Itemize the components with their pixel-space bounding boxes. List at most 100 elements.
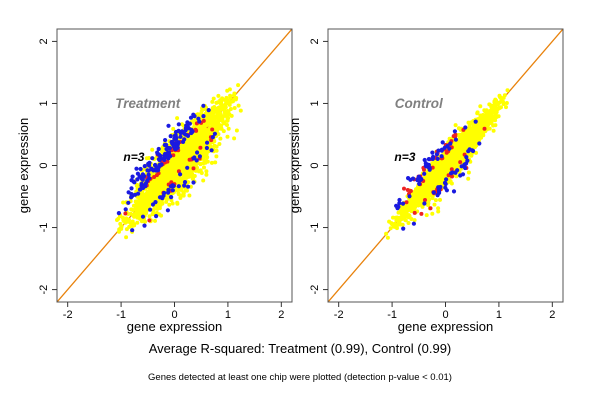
data-point — [454, 152, 459, 157]
data-point — [142, 223, 147, 228]
data-point — [477, 133, 482, 138]
data-point — [485, 123, 490, 128]
data-point — [165, 159, 170, 164]
data-point — [201, 178, 206, 183]
data-point — [443, 185, 448, 190]
data-point — [202, 127, 207, 132]
data-point — [490, 115, 495, 120]
data-point — [439, 148, 444, 153]
data-point — [130, 208, 135, 212]
data-point — [210, 135, 215, 140]
data-point — [131, 203, 136, 208]
data-point — [134, 211, 139, 216]
data-point — [405, 188, 410, 192]
series-outlier-blue — [116, 103, 217, 233]
data-point — [198, 134, 203, 139]
data-point — [134, 166, 139, 171]
data-point — [163, 138, 168, 143]
data-point — [195, 150, 200, 155]
data-point — [182, 174, 187, 179]
data-point — [412, 189, 417, 194]
data-point — [203, 151, 208, 156]
data-point — [147, 185, 152, 190]
data-point — [458, 160, 463, 165]
data-point — [143, 184, 148, 189]
data-point — [423, 198, 427, 202]
data-point — [169, 198, 174, 203]
data-point — [202, 165, 206, 170]
data-point — [407, 213, 411, 218]
data-point — [213, 160, 218, 165]
data-point — [166, 123, 171, 128]
data-point — [219, 101, 224, 106]
data-point — [435, 156, 440, 161]
y-tick-label: -1 — [38, 223, 50, 233]
data-point — [473, 133, 478, 138]
data-point — [189, 130, 194, 135]
data-point — [471, 137, 476, 142]
data-point — [443, 171, 448, 176]
data-point — [206, 108, 211, 113]
data-point — [431, 181, 436, 186]
y-tick-label: 0 — [309, 162, 321, 168]
data-point — [477, 141, 482, 146]
data-point — [489, 104, 494, 109]
data-point — [462, 162, 467, 167]
data-point — [157, 202, 162, 207]
data-point — [167, 169, 172, 174]
data-point — [159, 185, 164, 190]
data-point — [144, 201, 148, 206]
data-point — [218, 117, 223, 122]
data-point — [129, 186, 134, 191]
data-point — [206, 130, 210, 135]
data-point — [130, 174, 135, 179]
data-point — [140, 190, 144, 195]
data-point — [164, 142, 169, 147]
data-point — [412, 210, 417, 215]
data-point — [387, 219, 392, 224]
data-point — [149, 171, 154, 176]
data-point — [161, 168, 166, 173]
data-point — [171, 183, 176, 189]
data-point — [135, 177, 140, 182]
data-point — [442, 164, 447, 169]
data-point — [144, 211, 149, 216]
data-point — [398, 210, 403, 215]
data-point — [159, 149, 164, 154]
data-point — [391, 215, 395, 220]
data-point — [467, 125, 472, 129]
y-tick-label: 2 — [309, 38, 321, 44]
data-point — [139, 219, 144, 224]
data-point — [116, 216, 121, 221]
data-point — [163, 165, 168, 170]
data-point — [475, 110, 480, 115]
data-point — [170, 165, 175, 170]
data-point — [150, 195, 155, 199]
data-point — [181, 139, 186, 144]
data-point — [205, 140, 210, 145]
data-point — [210, 99, 215, 104]
data-point — [178, 134, 183, 139]
data-point — [445, 166, 450, 171]
data-point — [170, 201, 175, 206]
data-point — [182, 180, 188, 185]
data-point — [147, 192, 152, 197]
data-point — [463, 165, 468, 171]
series-outlier-blue — [394, 119, 482, 231]
data-point — [179, 188, 184, 192]
x-tick-label: -1 — [116, 309, 126, 321]
data-point — [487, 126, 492, 131]
data-point — [154, 190, 158, 195]
data-point — [385, 235, 390, 240]
data-point — [165, 208, 170, 213]
data-point — [119, 224, 124, 229]
data-point — [132, 180, 137, 185]
data-point — [433, 198, 438, 203]
data-point — [473, 119, 478, 124]
data-point — [504, 105, 508, 110]
data-point — [442, 145, 447, 150]
data-point — [178, 130, 183, 136]
